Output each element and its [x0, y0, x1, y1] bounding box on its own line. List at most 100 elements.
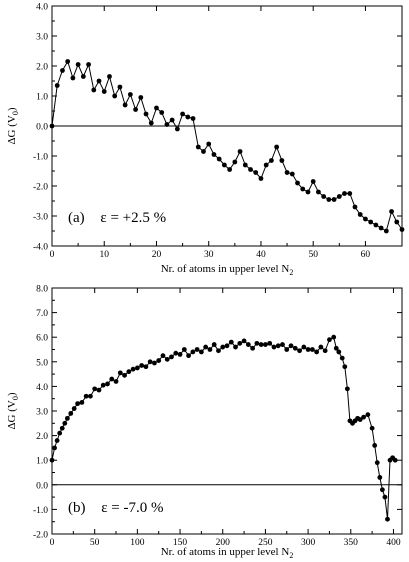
y-tick-label: -3.0: [33, 213, 48, 223]
data-point: [107, 74, 112, 79]
data-point: [309, 347, 315, 352]
data-point: [54, 83, 60, 88]
data-point: [377, 475, 383, 480]
data-point: [138, 95, 144, 100]
data-point: [237, 340, 243, 346]
x-tick-label: 50: [90, 538, 100, 548]
y-tick-label: -1.0: [33, 153, 48, 163]
data-point: [378, 225, 384, 231]
data-point: [300, 186, 306, 192]
x-tick-label: 100: [130, 538, 145, 548]
data-point: [275, 343, 281, 349]
data-point: [374, 460, 380, 466]
y-tick-label: 3.0: [36, 33, 48, 43]
data-point: [101, 89, 107, 94]
data-point: [134, 365, 140, 371]
y-tick-label: 2.0: [36, 432, 48, 442]
data-point: [80, 74, 86, 79]
x-tick-label: 300: [301, 538, 316, 548]
data-point: [164, 122, 170, 127]
data-point: [369, 425, 375, 431]
data-point: [224, 343, 230, 349]
data-point: [331, 197, 337, 202]
x-tick-label: 350: [344, 538, 359, 548]
y-tick-label: -2.0: [33, 183, 48, 193]
data-point: [322, 348, 328, 354]
y-tick-label: 2.0: [36, 63, 48, 73]
data-point: [86, 62, 91, 67]
data-point: [284, 170, 290, 175]
data-point: [173, 350, 179, 356]
data-point: [347, 191, 353, 196]
data-point: [70, 75, 76, 81]
data-point: [62, 420, 68, 426]
data-point: [342, 364, 348, 370]
data-point: [181, 347, 187, 352]
data-point: [237, 149, 243, 154]
data-point: [269, 158, 274, 163]
data-point: [195, 144, 201, 150]
data-point: [112, 93, 118, 99]
data-point: [109, 376, 115, 382]
data-point: [368, 219, 374, 225]
data-point: [233, 344, 238, 350]
data-point: [284, 347, 290, 352]
data-point: [241, 338, 247, 344]
data-point: [203, 344, 209, 350]
data-point: [54, 438, 60, 443]
x-axis-title: Nr. of atoms in upper level N2: [161, 263, 294, 277]
y-tick-label: 0.0: [36, 123, 48, 133]
data-point: [164, 356, 170, 362]
data-point: [267, 340, 273, 346]
panel-a: 0 10 20 30 40 50 60 -4.0 -3.0 -2.0 -1.0 0.0 1.0 2.0 3.…: [6, 3, 405, 277]
data-point: [280, 342, 285, 347]
epsilon-label: ε = +2.5 %: [100, 210, 166, 226]
data-point: [258, 342, 264, 347]
x-axis-title: Nr. of atoms in upper level N2: [161, 546, 294, 560]
data-point: [292, 345, 298, 351]
data-point: [143, 111, 149, 117]
data-point: [148, 120, 154, 126]
y-axis-title: ΔG (V0): [6, 107, 20, 144]
data-point: [152, 360, 157, 366]
data-point: [357, 212, 363, 217]
data-point: [333, 345, 339, 351]
data-point: [211, 342, 217, 347]
data-point: [327, 337, 332, 343]
data-point: [336, 349, 342, 355]
data-point: [263, 162, 269, 168]
data-point: [399, 227, 405, 232]
data-point: [169, 117, 175, 123]
data-point: [206, 141, 212, 147]
x-tick-label: 50: [308, 250, 318, 260]
data-point: [314, 349, 320, 355]
panel-annotation: (b) ε = -7.0 %: [68, 500, 164, 516]
data-point: [318, 344, 324, 350]
data-point: [127, 92, 133, 97]
data-point: [372, 443, 378, 448]
data-point: [289, 171, 295, 177]
data-point: [133, 107, 138, 112]
x-tick-label: 20: [152, 250, 162, 260]
data-point: [221, 162, 227, 168]
data-point: [216, 348, 221, 354]
data-point: [186, 353, 191, 359]
y-tick-label: 3.0: [36, 408, 48, 418]
data-point: [100, 382, 106, 388]
data-point: [79, 399, 85, 405]
data-point: [305, 189, 311, 195]
data-point: [245, 342, 251, 347]
data-point: [143, 364, 149, 370]
x-tick-label: 10: [99, 250, 109, 260]
y-tick-label: -2.0: [33, 531, 48, 541]
data-point: [57, 430, 63, 436]
data-point: [126, 369, 132, 375]
data-point: [117, 370, 123, 376]
y-tick-label: -1.0: [33, 506, 48, 516]
data-point: [357, 417, 363, 423]
data-point: [156, 358, 162, 363]
x-tick-label: 400: [386, 538, 401, 548]
panel-label: (b): [68, 500, 86, 516]
y-tick-label: 1.0: [36, 93, 48, 103]
